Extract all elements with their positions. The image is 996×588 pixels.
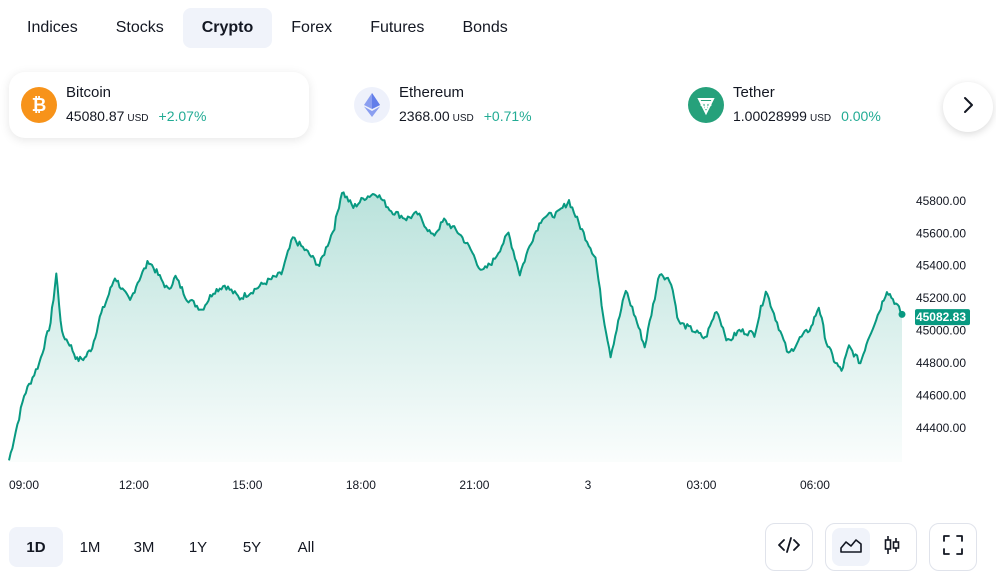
y-tick-label: 45400.00	[916, 259, 966, 273]
coin-price: 2368.00	[399, 107, 450, 124]
range-1y-button[interactable]: 1Y	[188, 538, 208, 556]
tab-futures[interactable]: Futures	[370, 19, 425, 36]
coin-change: 0.00%	[841, 107, 881, 124]
price-line	[8, 191, 903, 461]
y-tick-label: 44400.00	[916, 421, 966, 435]
coin-card-tether[interactable]: Tether 1.00028999 USD 0.00%	[676, 72, 976, 138]
x-tick-label: 09:00	[9, 478, 39, 492]
x-tick-label: 12:00	[119, 478, 149, 492]
coin-price: 45080.87	[66, 107, 125, 124]
coin-name: Tether	[733, 83, 775, 101]
y-tick-label: 44800.00	[916, 356, 966, 370]
coin-card-bitcoin[interactable]: ₿ Bitcoin 45080.87 USD +2.07%	[9, 72, 309, 138]
chart-type-toggle	[825, 523, 917, 571]
chevron-right-icon	[961, 96, 975, 119]
x-tick-label: 15:00	[232, 478, 262, 492]
fullscreen-button[interactable]	[929, 523, 977, 571]
area-chart-button[interactable]	[831, 528, 870, 566]
svg-text:₿: ₿	[32, 95, 47, 116]
coin-unit: USD	[127, 112, 149, 124]
x-tick-label: 21:00	[459, 478, 489, 492]
fullscreen-icon	[943, 534, 963, 560]
x-tick-label: 18:00	[346, 478, 376, 492]
y-tick-label: 44600.00	[916, 388, 966, 402]
last-price-label: 45082.83	[915, 309, 970, 326]
x-tick-label: 03:00	[686, 478, 716, 492]
range-1m-button[interactable]: 1M	[79, 538, 101, 556]
y-tick-label: 45200.00	[916, 291, 966, 305]
coin-name: Ethereum	[399, 83, 465, 101]
tab-forex[interactable]: Forex	[291, 19, 333, 36]
x-tick-label: 06:00	[800, 478, 830, 492]
range-5y-button[interactable]: 5Y	[242, 538, 262, 556]
last-price-dot	[898, 310, 906, 318]
y-tick-label: 45800.00	[916, 194, 966, 208]
price-chart[interactable]: 45800.00 45600.00 45400.00 45200.00 45000.00…	[0, 160, 996, 505]
price-area-fill	[9, 192, 902, 462]
coin-unit: USD	[809, 112, 832, 124]
tab-indices[interactable]: Indices	[27, 19, 78, 36]
coin-change: +2.07%	[158, 107, 207, 124]
embed-button[interactable]	[765, 523, 813, 571]
coin-card-ethereum[interactable]: Ethereum 2368.00 USD +0.71%	[342, 72, 642, 138]
y-tick-label: 45600.00	[916, 226, 966, 240]
tether-icon	[688, 87, 724, 123]
coin-carousel: ₿ Bitcoin 45080.87 USD +2.07% Ethereum 236…	[0, 72, 996, 142]
x-tick-label: 3	[585, 478, 592, 492]
candle-chart-button[interactable]	[873, 528, 911, 566]
svg-text:45082.83: 45082.83	[916, 310, 966, 324]
range-1d-button[interactable]: 1D	[9, 527, 63, 567]
range-all-button[interactable]: All	[297, 538, 315, 556]
carousel-next-button[interactable]	[943, 82, 993, 132]
y-tick-label: 45000.00	[916, 324, 966, 338]
range-3m-button[interactable]: 3M	[133, 538, 155, 556]
candlestick-icon	[883, 535, 901, 560]
tab-crypto[interactable]: Crypto	[182, 8, 273, 48]
coin-name: Bitcoin	[66, 83, 112, 101]
market-tabs: Indices Stocks Crypto Forex Futures Bond…	[8, 8, 527, 48]
area-chart-icon	[839, 537, 862, 558]
time-range-selector: 1D 1M 3M 1Y 5Y All	[9, 527, 333, 567]
code-icon	[778, 536, 800, 559]
ethereum-icon	[354, 87, 390, 123]
tab-stocks[interactable]: Stocks	[115, 19, 164, 36]
coin-unit: USD	[452, 112, 474, 124]
tab-bonds[interactable]: Bonds	[462, 19, 508, 36]
coin-change: +0.71%	[483, 107, 532, 124]
bitcoin-icon: ₿	[21, 87, 57, 123]
coin-price: 1.00028999	[733, 107, 807, 124]
